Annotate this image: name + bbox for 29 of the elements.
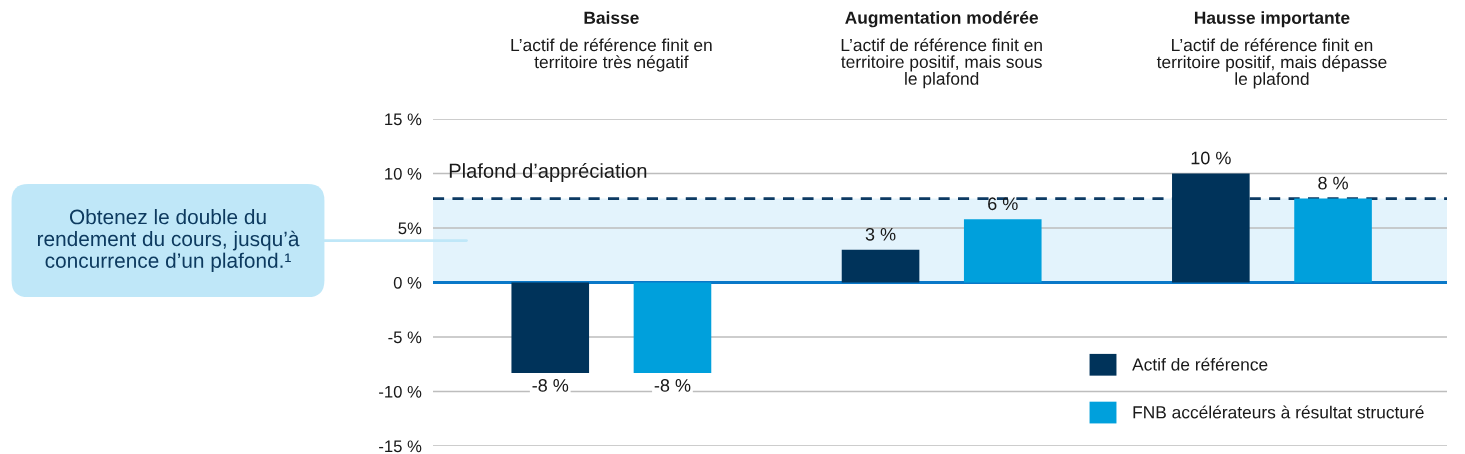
bar (1172, 173, 1250, 283)
bar (633, 282, 712, 373)
y-tick-label: 0 % (393, 276, 422, 289)
data-label: -8 % (654, 379, 691, 392)
y-tick-label: 10 % (385, 167, 422, 180)
data-label: -8 % (532, 379, 569, 392)
y-tick-label: -5 % (388, 331, 422, 344)
bar (511, 282, 590, 373)
text: L’actif de référence finit en territoire très négatif (511, 38, 712, 72)
data-label: 10 % (1191, 151, 1231, 165)
bar (963, 219, 1042, 283)
data-label: 6 % (988, 197, 1018, 211)
y-tick-label: -15 % (379, 440, 422, 453)
text: L’actif de référence finit en territoire positif, mais sous le plafond (841, 38, 1042, 89)
data-label: 3 % (865, 227, 896, 241)
legend-label: Actif de référence (1132, 357, 1268, 371)
bar (841, 249, 920, 283)
y-tick-label: -10 % (379, 385, 422, 398)
x-tick-label: Augmentation modérée (845, 10, 1039, 28)
y-tick-label: 5% (398, 222, 422, 235)
text: L’actif de référence finit en territoire positif, mais dépasse le plafond (1156, 38, 1387, 89)
data-label: 8 % (1318, 176, 1348, 190)
bar (1294, 198, 1372, 283)
x-tick-label: Hausse importante (1194, 11, 1350, 28)
text: Obtenez le double du rendement du cours, jusqu’à concurrence d’un plafond.¹ (37, 209, 300, 273)
legend-label: FNB accélérateurs à résultat structuré (1133, 405, 1424, 419)
y-tick-label: 15 % (385, 113, 422, 126)
ref-line-label: Plafond d’appréciation (449, 162, 647, 182)
x-tick-label: Baisse (584, 11, 639, 24)
